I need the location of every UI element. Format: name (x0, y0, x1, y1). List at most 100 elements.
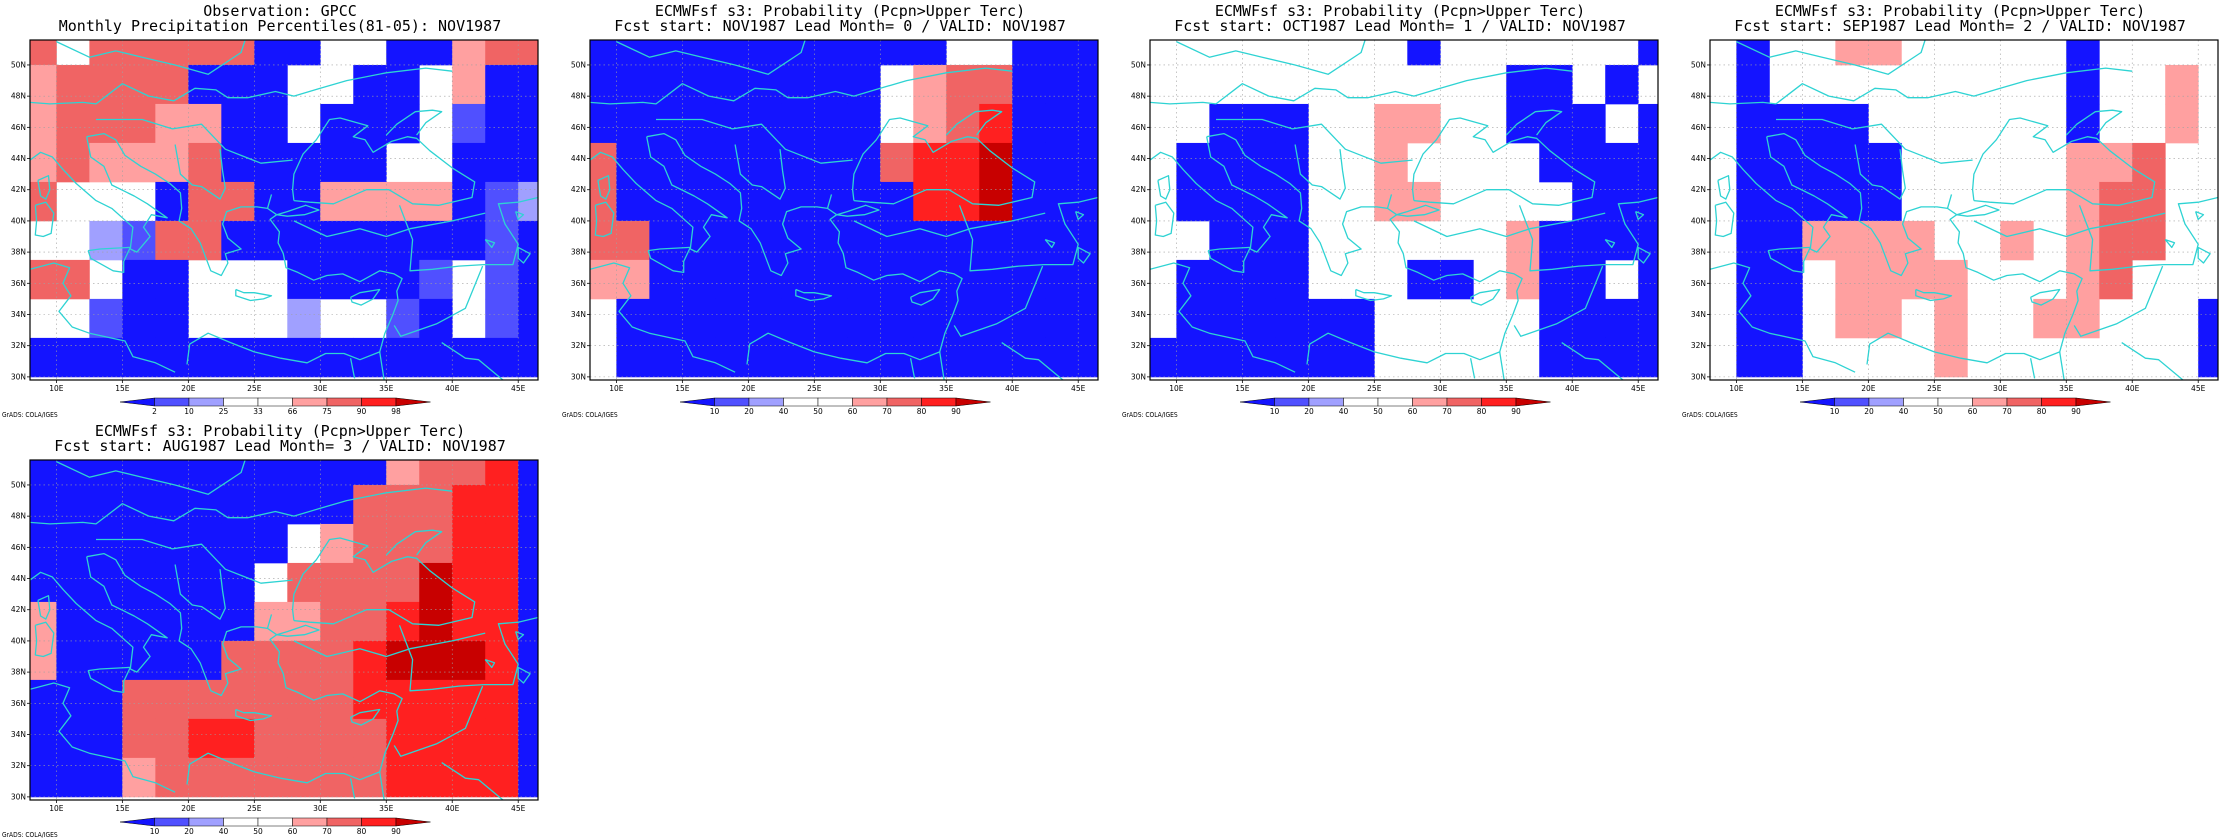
x-tick-label: 30E (873, 384, 888, 393)
grid-cell (155, 718, 189, 759)
grid-cell (320, 562, 354, 603)
y-tick-label: 34N (1131, 310, 1146, 319)
grid-cell (254, 718, 288, 759)
grid-cell (386, 337, 420, 378)
grid-cell (649, 298, 683, 339)
grid-cell (715, 259, 749, 300)
grid-cell (1736, 337, 1770, 378)
colorbar-label: 70 (322, 827, 332, 836)
coastline (235, 288, 273, 302)
grid-cell (89, 103, 123, 144)
colorbar-label: 60 (1408, 407, 1418, 416)
grid-cell (419, 601, 453, 642)
coastline (1915, 288, 1953, 302)
grid-cell (1012, 64, 1046, 105)
x-tick-label: 10E (609, 384, 624, 393)
grid-cell (452, 757, 486, 798)
grid-cell (748, 298, 782, 339)
coastline (1413, 212, 1606, 238)
coastline (385, 109, 443, 136)
grid-cell (188, 679, 222, 720)
y-tick-label: 38N (1131, 248, 1146, 257)
x-tick-label: 40E (2125, 384, 2140, 393)
grid-cell (781, 220, 815, 261)
grid-cell (353, 142, 387, 183)
coastline (2197, 246, 2211, 264)
colorbar-label: 2 (152, 407, 157, 416)
grid-cell (748, 64, 782, 105)
grid-cell (2099, 259, 2133, 300)
grid-cell (419, 757, 453, 798)
grid-cell (682, 337, 716, 378)
grid-cell (122, 64, 156, 105)
x-tick-label: 25E (247, 384, 262, 393)
y-tick-label: 42N (11, 185, 26, 194)
colorbar-segment (2075, 397, 2111, 407)
coastline (1973, 212, 2166, 238)
grid-cell (847, 337, 881, 378)
grid-cell (518, 337, 538, 378)
grid-cell (1407, 103, 1441, 144)
grid-cell (616, 181, 650, 222)
colorbar-segment (955, 397, 991, 407)
colorbar-label: 40 (219, 827, 229, 836)
grid-cell (353, 562, 387, 603)
coastline (2029, 288, 2061, 306)
colorbar-segment (714, 397, 750, 407)
colorbar-label: 50 (1373, 407, 1383, 416)
y-tick-label: 30N (571, 372, 586, 381)
grid-cell (880, 337, 914, 378)
grid-cell (452, 142, 486, 183)
grid-cell (1275, 259, 1309, 300)
colorbar-label: 40 (1339, 407, 1349, 416)
grid-cell (518, 220, 538, 261)
grid-cell (386, 679, 420, 720)
colorbar-label: 50 (1933, 407, 1943, 416)
grid-cell (1539, 259, 1573, 300)
grid-cell (1868, 298, 1902, 339)
x-tick-label: 30E (313, 804, 328, 813)
colorbar-label: 10 (150, 827, 160, 836)
grid-cell (56, 601, 90, 642)
grid-cell (1638, 103, 1658, 144)
colorbar-segment (1972, 397, 2008, 407)
grid-cell (1045, 103, 1079, 144)
grid-cell (188, 181, 222, 222)
grid-cell (188, 103, 222, 144)
coastline (1637, 246, 1651, 264)
grid-cell (122, 298, 156, 339)
grid-cell (221, 523, 255, 564)
coastline (1216, 118, 1413, 164)
coastline (1854, 144, 1906, 200)
coastline (291, 537, 476, 626)
grid-cell (452, 718, 486, 759)
coastline (1207, 246, 1251, 274)
grid-cell (1506, 259, 1540, 300)
colorbar-segment (886, 397, 922, 407)
colorbar-label: 90 (1511, 407, 1521, 416)
grid-cell (518, 64, 538, 105)
grid-cell (682, 64, 716, 105)
y-tick-label: 46N (571, 123, 586, 132)
grid-cell (89, 601, 123, 642)
map-layers (30, 40, 538, 380)
coastline (1736, 40, 1926, 75)
coastline (590, 67, 1013, 105)
grid-cell (979, 142, 1013, 183)
grid-cell (485, 679, 519, 720)
y-tick-label: 44N (1691, 154, 1706, 163)
grid-cell (649, 103, 683, 144)
grid-cell (814, 220, 848, 261)
coastline (1866, 214, 2083, 365)
grid-cell (89, 718, 123, 759)
colorbar-label: 40 (1899, 407, 1909, 416)
x-tick-label: 35E (379, 384, 394, 393)
grid-cell (155, 259, 189, 300)
colorbar-segment (154, 397, 190, 407)
colorbar-label: 20 (1864, 407, 1874, 416)
grid-cell (1901, 220, 1935, 261)
coastline (514, 210, 525, 221)
grid-cell (1308, 298, 1342, 339)
coastline (56, 460, 246, 495)
colorbar-segment (326, 397, 362, 407)
